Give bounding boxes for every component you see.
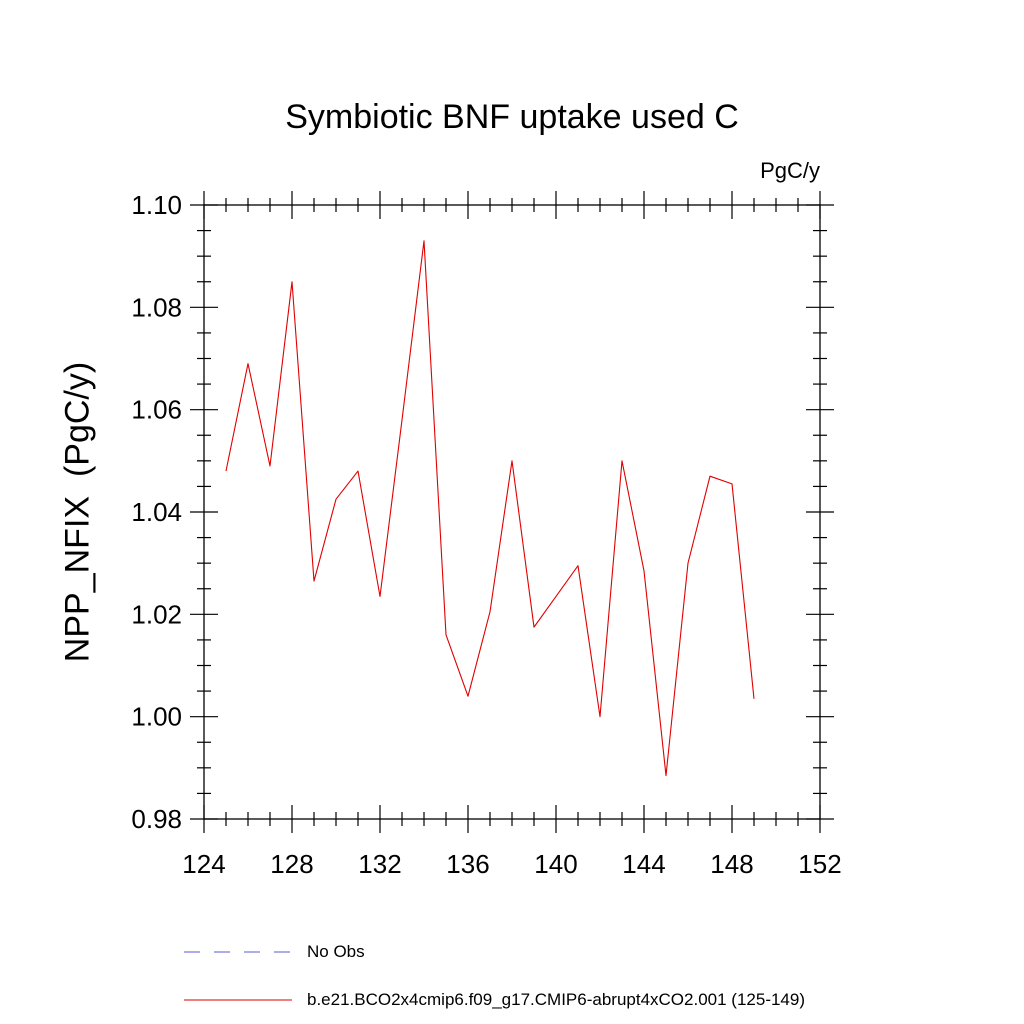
y-tick-label: 1.02 bbox=[131, 599, 182, 629]
y-tick-label: 1.10 bbox=[131, 190, 182, 220]
x-tick-label: 136 bbox=[446, 849, 489, 879]
series-lines bbox=[225, 240, 755, 777]
tick-labels: 124 128 132 136 140 144 148 152 0.98 1.00 1.02 1.04… bbox=[131, 190, 841, 879]
x-tick-label: 140 bbox=[534, 849, 577, 879]
y-tick-label: 1.06 bbox=[131, 395, 182, 425]
y-tick-label: 1.00 bbox=[131, 702, 182, 732]
y-tick-label: 1.08 bbox=[131, 292, 182, 322]
x-tick-label: 152 bbox=[798, 849, 841, 879]
y-tick-label: 1.04 bbox=[131, 497, 182, 527]
series-line-0 bbox=[225, 240, 755, 777]
y-tick-label: 0.98 bbox=[131, 804, 182, 834]
chart-title: Symbiotic BNF uptake used C bbox=[285, 98, 739, 136]
x-tick-label: 124 bbox=[182, 849, 225, 879]
x-tick-label: 144 bbox=[622, 849, 665, 879]
x-tick-label: 128 bbox=[270, 849, 313, 879]
axis-ticks bbox=[190, 191, 834, 833]
plot-frame bbox=[203, 204, 821, 820]
x-tick-label: 132 bbox=[358, 849, 401, 879]
legend-label-model-run: b.e21.BCO2x4cmip6.f09_g17.CMIP6-abrupt4x… bbox=[307, 990, 806, 1009]
x-tick-label: 148 bbox=[710, 849, 753, 879]
legend-label-no-obs: No Obs bbox=[307, 942, 365, 961]
legend-lines bbox=[184, 951, 292, 1001]
units-label: PgC/y bbox=[760, 158, 820, 183]
